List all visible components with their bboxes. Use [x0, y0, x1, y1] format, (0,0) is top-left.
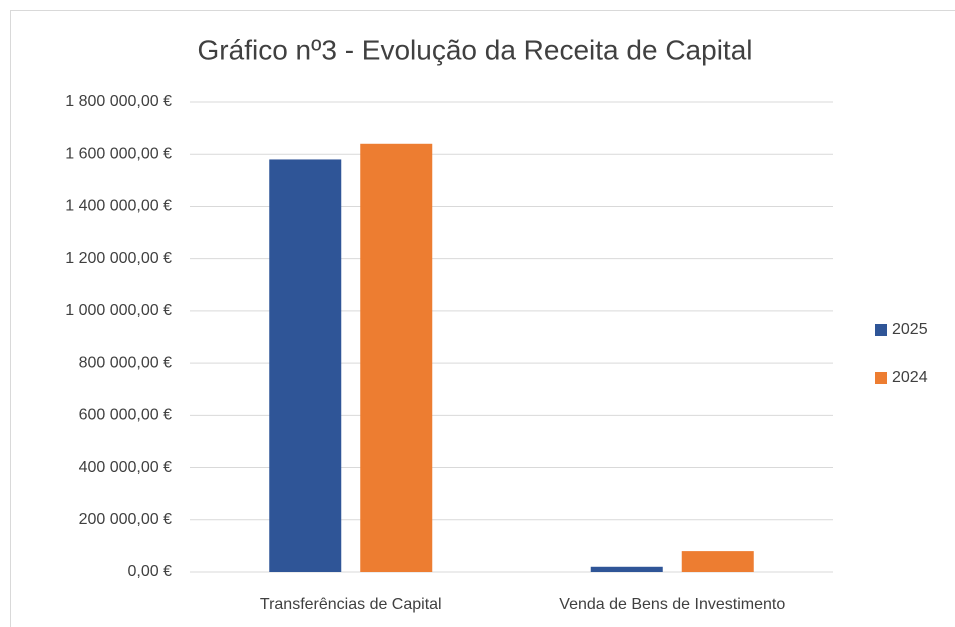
- y-tick-label: 1 200 000,00 €: [65, 250, 172, 267]
- bar: [681, 551, 754, 572]
- legend-label: 2024: [892, 369, 928, 386]
- legend-swatch: [875, 372, 887, 384]
- x-tick-label: Transferências de Capital: [260, 596, 442, 613]
- x-tick-label: Venda de Bens de Investimento: [559, 596, 785, 613]
- chart-title: Gráfico nº3 - Evolução da Receita de Cap…: [198, 34, 753, 65]
- y-tick-label: 1 000 000,00 €: [65, 302, 172, 319]
- legend-swatch: [875, 324, 887, 336]
- y-tick-label: 1 600 000,00 €: [65, 145, 172, 162]
- y-tick-label: 0,00 €: [128, 563, 173, 580]
- bar: [360, 143, 433, 572]
- chart-border: [10, 10, 955, 627]
- y-tick-label: 200 000,00 €: [79, 511, 173, 528]
- bar: [590, 566, 663, 572]
- legend-label: 2025: [892, 321, 928, 338]
- y-tick-label: 800 000,00 €: [79, 354, 173, 371]
- y-tick-label: 1 800 000,00 €: [65, 93, 172, 110]
- y-tick-label: 400 000,00 €: [79, 459, 173, 476]
- y-tick-label: 1 400 000,00 €: [65, 198, 172, 215]
- y-tick-label: 600 000,00 €: [79, 407, 173, 424]
- bar: [269, 159, 342, 572]
